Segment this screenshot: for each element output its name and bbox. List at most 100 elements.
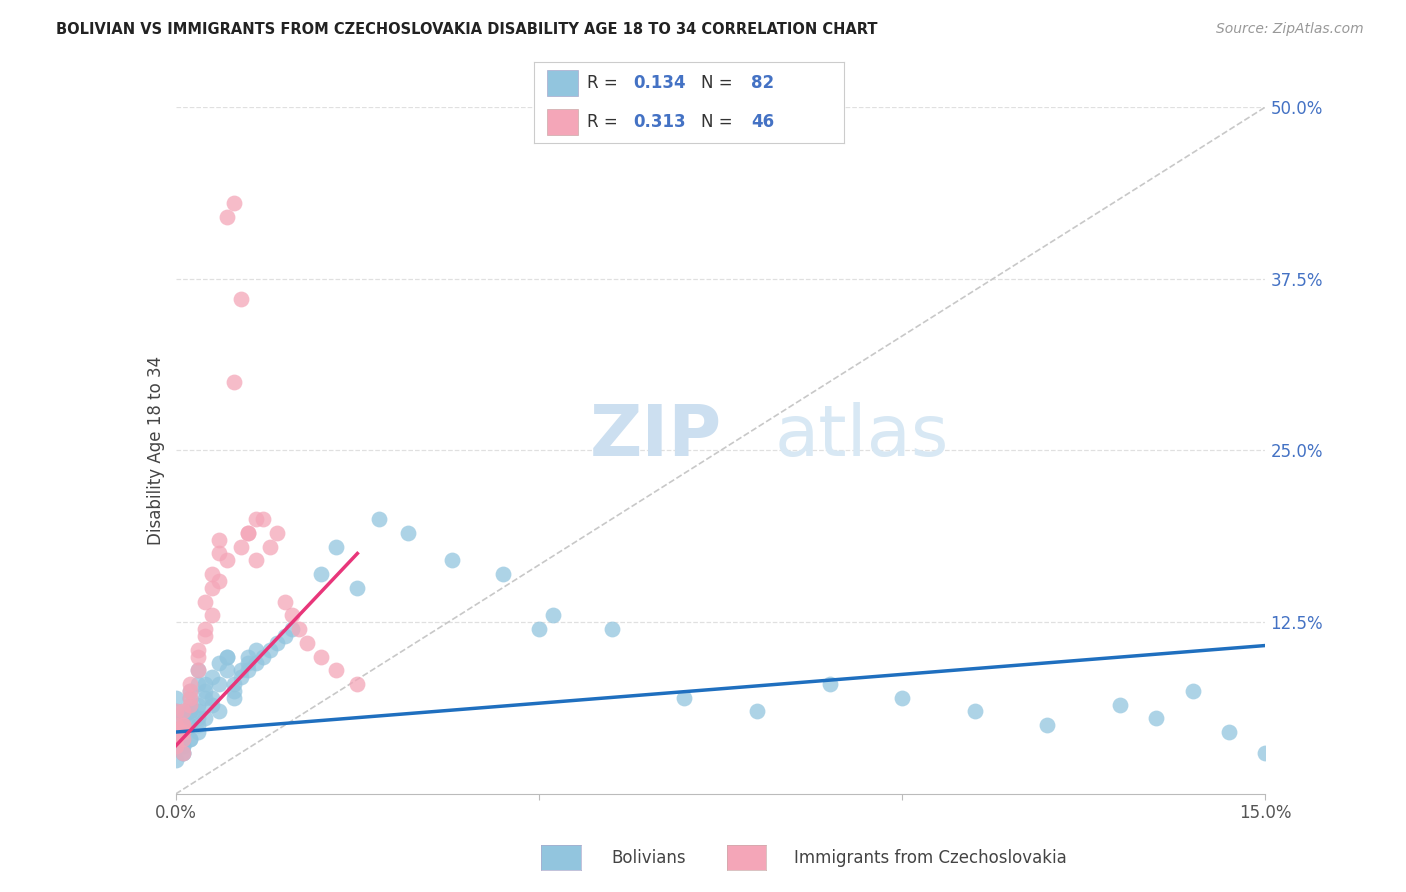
- Point: [179, 705, 201, 719]
- Point: [1146, 711, 1168, 725]
- Text: Immigrants from Czechoslovakia: Immigrants from Czechoslovakia: [794, 849, 1067, 867]
- Point: [194, 594, 217, 608]
- Point: [208, 657, 231, 671]
- Point: [231, 663, 253, 677]
- Point: [215, 663, 238, 677]
- Y-axis label: Disability Age 18 to 34: Disability Age 18 to 34: [146, 356, 165, 545]
- Text: 0.313: 0.313: [633, 113, 686, 131]
- Point: [325, 540, 347, 554]
- Point: [222, 677, 245, 691]
- Point: [172, 705, 194, 719]
- Point: [172, 739, 194, 753]
- Text: 82: 82: [751, 74, 773, 92]
- Point: [238, 657, 260, 671]
- Point: [186, 711, 209, 725]
- Point: [165, 739, 187, 753]
- Point: [172, 718, 194, 732]
- Point: [238, 649, 260, 664]
- Text: atlas: atlas: [775, 402, 949, 471]
- Point: [186, 718, 209, 732]
- Point: [215, 553, 238, 567]
- Point: [201, 581, 224, 595]
- Point: [172, 746, 194, 760]
- Point: [208, 705, 231, 719]
- Point: [201, 670, 224, 684]
- Point: [172, 725, 194, 739]
- Point: [186, 663, 209, 677]
- Point: [194, 711, 217, 725]
- Point: [1254, 746, 1277, 760]
- Point: [186, 698, 209, 712]
- Point: [201, 698, 224, 712]
- Point: [215, 649, 238, 664]
- Point: [266, 636, 288, 650]
- Point: [222, 683, 245, 698]
- Point: [1181, 683, 1204, 698]
- Text: ZIP: ZIP: [591, 402, 723, 471]
- Point: [543, 608, 565, 623]
- Point: [231, 670, 253, 684]
- Point: [208, 677, 231, 691]
- Point: [186, 705, 209, 719]
- Point: [165, 718, 187, 732]
- Point: [1036, 718, 1059, 732]
- Point: [172, 746, 194, 760]
- Point: [179, 731, 201, 746]
- Point: [179, 690, 201, 705]
- Point: [222, 375, 245, 389]
- Text: R =: R =: [586, 113, 623, 131]
- Point: [172, 725, 194, 739]
- Point: [231, 293, 253, 307]
- Text: Bolivians: Bolivians: [612, 849, 686, 867]
- Point: [194, 677, 217, 691]
- Point: [222, 690, 245, 705]
- Point: [201, 608, 224, 623]
- Point: [309, 567, 332, 582]
- Point: [281, 608, 304, 623]
- Point: [245, 512, 267, 526]
- Point: [281, 622, 304, 636]
- Point: [179, 718, 201, 732]
- Point: [165, 725, 187, 739]
- Point: [222, 196, 245, 211]
- Text: 46: 46: [751, 113, 773, 131]
- Point: [172, 718, 194, 732]
- Point: [745, 705, 768, 719]
- Text: N =: N =: [702, 113, 738, 131]
- FancyBboxPatch shape: [547, 70, 578, 96]
- Point: [208, 533, 231, 547]
- Point: [600, 622, 623, 636]
- Text: Source: ZipAtlas.com: Source: ZipAtlas.com: [1216, 22, 1364, 37]
- Point: [309, 649, 332, 664]
- Point: [492, 567, 515, 582]
- Point: [208, 546, 231, 561]
- Point: [245, 553, 267, 567]
- Point: [172, 718, 194, 732]
- Point: [963, 705, 986, 719]
- Point: [172, 731, 194, 746]
- Point: [346, 581, 368, 595]
- Point: [172, 718, 194, 732]
- Point: [186, 663, 209, 677]
- Text: N =: N =: [702, 74, 738, 92]
- Point: [274, 629, 297, 643]
- Point: [201, 690, 224, 705]
- Point: [179, 698, 201, 712]
- Point: [346, 677, 368, 691]
- Point: [194, 629, 217, 643]
- Point: [179, 705, 201, 719]
- Point: [208, 574, 231, 588]
- Point: [165, 739, 187, 753]
- Point: [325, 663, 347, 677]
- Point: [179, 731, 201, 746]
- Point: [266, 525, 288, 540]
- Point: [172, 718, 194, 732]
- Point: [440, 553, 463, 567]
- Text: BOLIVIAN VS IMMIGRANTS FROM CZECHOSLOVAKIA DISABILITY AGE 18 TO 34 CORRELATION C: BOLIVIAN VS IMMIGRANTS FROM CZECHOSLOVAK…: [56, 22, 877, 37]
- Point: [818, 677, 841, 691]
- Point: [165, 705, 187, 719]
- Point: [1109, 698, 1132, 712]
- Point: [194, 690, 217, 705]
- Point: [1218, 725, 1240, 739]
- Point: [165, 753, 187, 767]
